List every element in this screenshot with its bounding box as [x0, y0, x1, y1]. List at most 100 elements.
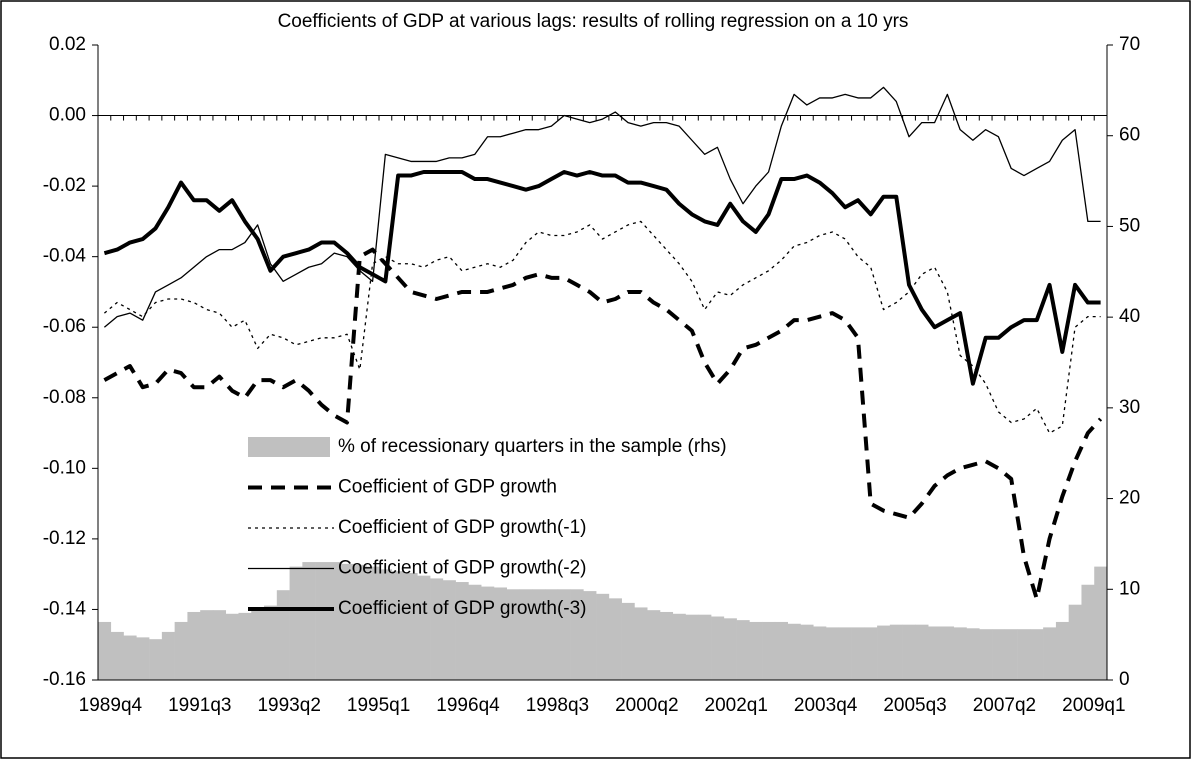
bar: [1094, 566, 1108, 680]
bar: [1004, 629, 1018, 680]
bar: [327, 562, 341, 680]
bar: [442, 580, 456, 680]
bar: [545, 589, 559, 680]
y-tick-label: -0.16: [43, 669, 86, 690]
x-tick-label: 1996q4: [436, 695, 500, 716]
bar: [736, 620, 750, 680]
bar: [251, 610, 265, 680]
bar: [583, 591, 597, 680]
y-tick-label: -0.12: [43, 528, 86, 549]
bar: [596, 593, 610, 680]
bar: [685, 614, 699, 680]
legend-label: Coefficient of GDP growth(-3): [338, 598, 587, 619]
legend-swatch: [248, 437, 330, 457]
bar: [634, 607, 648, 680]
bar: [264, 605, 278, 680]
bar: [149, 639, 163, 680]
y-tick-label: 0.00: [49, 105, 86, 126]
bar: [378, 569, 393, 680]
bar: [506, 589, 520, 680]
bar: [417, 575, 431, 680]
bar: [404, 572, 418, 680]
x-tick-label: 2002q1: [705, 695, 768, 716]
bar: [340, 563, 354, 680]
bar: [1017, 629, 1031, 680]
bar: [493, 587, 508, 680]
bar: [391, 571, 405, 680]
legend-label: % of recessionary quarters in the sample…: [338, 436, 727, 457]
bar: [519, 589, 533, 680]
bar: [698, 614, 712, 680]
legend-label: Coefficient of GDP growth(-2): [338, 558, 587, 579]
bar: [1081, 584, 1095, 680]
bar: [915, 624, 929, 680]
bar: [276, 590, 290, 680]
bar: [468, 584, 482, 680]
bar: [813, 626, 827, 680]
y-tick-label: -0.10: [43, 457, 86, 478]
bar: [430, 578, 444, 680]
bar: [98, 621, 112, 680]
y2-tick-label: 10: [1119, 578, 1140, 599]
y2-tick-label: 50: [1119, 215, 1140, 236]
bar: [966, 628, 980, 680]
bar: [366, 566, 380, 680]
bar: [289, 566, 303, 680]
legend-label: Coefficient of GDP growth(-1): [338, 517, 587, 538]
bar: [762, 621, 776, 680]
bar: [787, 623, 801, 680]
x-tick-label: 1998q3: [526, 695, 589, 716]
bar: [315, 562, 329, 680]
bar: [979, 629, 993, 680]
bar: [864, 627, 878, 680]
bar: [174, 621, 188, 680]
y2-tick-label: 60: [1119, 125, 1140, 146]
x-tick-label: 2009q1: [1062, 695, 1125, 716]
y2-tick-label: 40: [1119, 306, 1140, 327]
x-tick-label: 1989q4: [79, 695, 143, 716]
line-series: [103, 170, 1101, 386]
y-tick-label: -0.14: [43, 598, 87, 619]
y2-tick-label: 0: [1119, 669, 1130, 690]
bar: [200, 610, 214, 680]
line-series: [103, 86, 1101, 328]
bar: [110, 631, 124, 680]
y2-tick-label: 70: [1119, 34, 1140, 55]
bar: [928, 626, 942, 680]
bar: [889, 624, 903, 680]
bar: [238, 612, 252, 680]
bar: [749, 621, 763, 680]
legend-label: Coefficient of GDP growth: [338, 477, 557, 498]
bar: [953, 627, 967, 680]
bar: [826, 627, 840, 680]
bar: [940, 626, 955, 680]
line-series: [103, 247, 1103, 601]
x-tick-label: 1993q2: [257, 695, 320, 716]
bar: [1043, 627, 1057, 680]
bar: [647, 610, 661, 680]
bar: [1030, 629, 1044, 680]
x-tick-label: 2005q3: [883, 695, 946, 716]
y-tick-label: -0.08: [43, 387, 86, 408]
bar: [723, 618, 737, 680]
bar: [455, 582, 469, 680]
bar: [187, 611, 201, 680]
bar: [302, 562, 316, 680]
bar: [532, 589, 546, 680]
bar: [161, 631, 175, 680]
x-tick-label: 2003q4: [794, 695, 858, 716]
x-tick-label: 1995q1: [347, 695, 410, 716]
bar: [621, 602, 635, 680]
bar: [225, 613, 239, 680]
bar: [353, 564, 367, 680]
bar: [851, 627, 865, 680]
line-series: [103, 220, 1101, 434]
bar: [136, 637, 150, 680]
x-tick-label: 2000q2: [615, 695, 678, 716]
y2-tick-label: 30: [1119, 397, 1140, 418]
x-tick-label: 2007q2: [973, 695, 1036, 716]
bar: [557, 589, 571, 680]
bar: [212, 610, 227, 680]
y-tick-label: -0.06: [43, 316, 86, 337]
y-tick-label: -0.02: [43, 175, 86, 196]
